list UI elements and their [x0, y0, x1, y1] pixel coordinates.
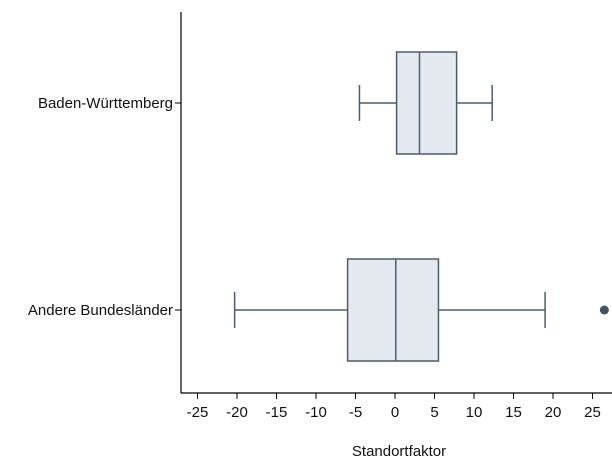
x-tick-label: -15 — [266, 404, 288, 421]
x-axis-title: Standortfaktor — [352, 443, 446, 460]
x-tick-label: -25 — [187, 404, 209, 421]
x-tick-label: 0 — [391, 404, 399, 421]
box — [395, 51, 458, 155]
x-tick-label: 20 — [545, 404, 562, 421]
category-label: Andere Bundesländer — [28, 302, 173, 319]
outlier-point — [599, 305, 609, 315]
plot-area: -25 -20 -15 -10 -5 0 5 10 15 20 25 Baden-Württember… — [28, 12, 612, 421]
x-tick-label: -5 — [349, 404, 362, 421]
x-tick-label: 5 — [430, 404, 438, 421]
category-label: Baden-Württemberg — [38, 95, 173, 112]
x-tick-label: -20 — [226, 404, 248, 421]
x-tick-label: 15 — [505, 404, 522, 421]
x-tick-label: 25 — [584, 404, 601, 421]
box — [346, 258, 440, 362]
x-tick-label: -10 — [305, 404, 327, 421]
x-tick-label: 10 — [466, 404, 483, 421]
